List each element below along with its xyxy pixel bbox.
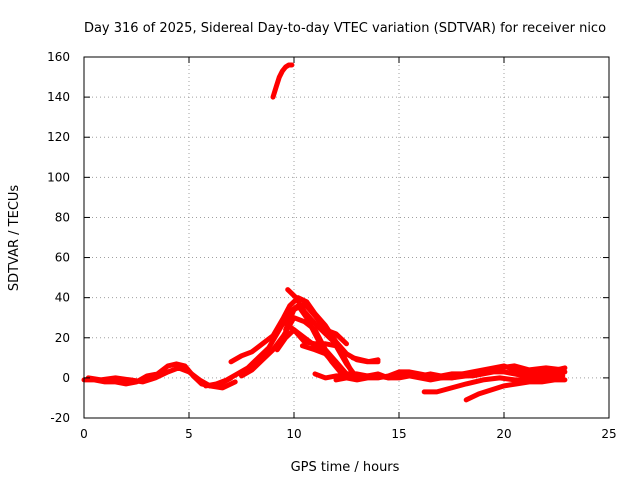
y-tick-label: 20 — [55, 331, 70, 345]
x-tick-label: 25 — [601, 427, 616, 441]
y-tick-label: -20 — [50, 411, 70, 425]
series-layer — [81, 62, 568, 403]
series-trace-16 — [449, 363, 566, 381]
grid-layer — [84, 57, 609, 418]
x-tick-label: 15 — [391, 427, 406, 441]
series-trace-7 — [283, 301, 349, 347]
x-tick-label: 5 — [185, 427, 193, 441]
y-tick-label: 0 — [62, 371, 70, 385]
axes-layer: 0 5 10 15 20 25 -20 0 20 40 60 80 100 120 140 160 — [47, 50, 617, 441]
series-trace-15 — [463, 377, 568, 403]
y-tick-label: 100 — [47, 170, 70, 184]
x-tick-label: 0 — [80, 427, 88, 441]
series-trace-14 — [421, 373, 566, 395]
series-trace-17 — [350, 355, 381, 365]
series-trace-18 — [270, 62, 295, 100]
y-tick-label: 60 — [55, 251, 70, 265]
y-tick-label: 160 — [47, 50, 70, 64]
x-axis-label: GPS time / hours — [291, 460, 400, 475]
chart-title: Day 316 of 2025, Sidereal Day-to-day VTE… — [84, 21, 606, 36]
y-tick-label: 40 — [55, 291, 70, 305]
series-trace-8 — [285, 287, 354, 373]
plot-frame — [83, 56, 610, 419]
y-tick-label: 120 — [47, 130, 70, 144]
x-tick-label: 20 — [496, 427, 511, 441]
y-tick-label: 140 — [47, 90, 70, 104]
y-axis-label: SDTVAR / TECUs — [7, 185, 22, 292]
x-tick-label: 10 — [286, 427, 301, 441]
y-tick-label: 80 — [55, 210, 70, 224]
